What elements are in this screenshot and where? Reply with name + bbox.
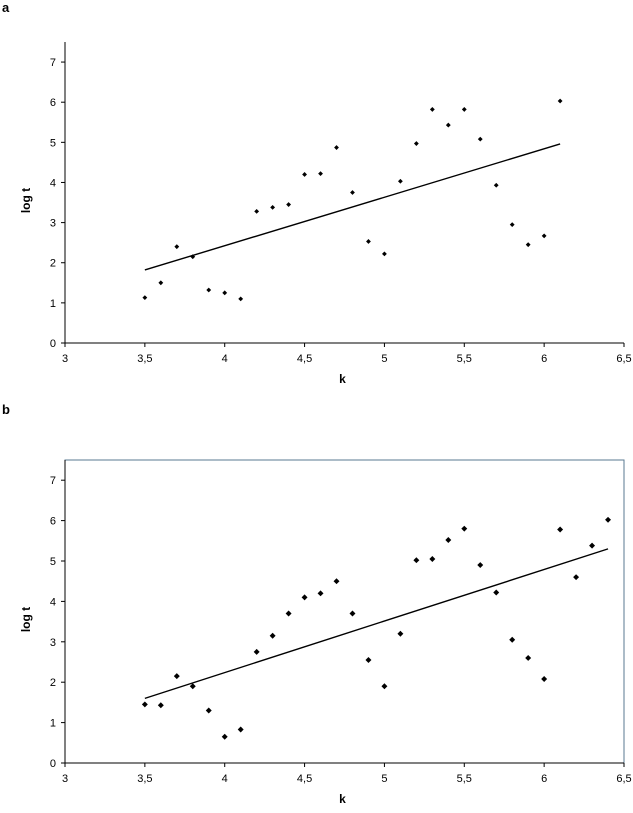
data-point <box>381 683 388 690</box>
data-point <box>397 178 403 184</box>
data-point <box>317 590 324 597</box>
y-tick-label: 3 <box>50 218 56 230</box>
x-tick-label: 4,5 <box>297 353 312 365</box>
data-point <box>589 542 596 549</box>
data-point <box>413 141 419 146</box>
data-point <box>158 280 164 286</box>
y-tick-label: 3 <box>50 637 56 649</box>
data-point <box>445 537 452 543</box>
x-tick-label: 3,5 <box>137 773 152 785</box>
data-point <box>461 107 467 112</box>
plot-area-border <box>64 459 625 764</box>
x-axis-label: k <box>339 372 346 386</box>
y-tick-label: 5 <box>50 556 56 568</box>
data-point <box>349 610 356 617</box>
data-point <box>429 556 436 562</box>
data-point <box>205 707 212 714</box>
panel-label-b: b <box>2 402 10 417</box>
data-point <box>238 296 244 302</box>
y-tick-label: 5 <box>50 137 56 149</box>
x-tick-label: 3,5 <box>137 353 152 365</box>
data-point <box>365 657 372 663</box>
data-point <box>477 136 483 142</box>
x-tick-label: 6 <box>541 773 547 785</box>
x-axis-label: k <box>339 792 346 806</box>
x-tick-label: 5 <box>381 353 387 365</box>
data-point <box>461 525 468 532</box>
data-point <box>413 557 420 564</box>
y-tick-label: 1 <box>50 298 56 310</box>
data-point <box>285 610 292 617</box>
data-point <box>350 190 355 195</box>
data-point <box>174 244 180 250</box>
trend-line <box>144 143 561 271</box>
data-point <box>541 675 548 682</box>
data-point <box>253 648 260 655</box>
y-axis-label: log t <box>19 607 33 632</box>
data-point <box>157 702 164 709</box>
y-tick-label: 6 <box>50 97 56 109</box>
data-point <box>221 733 228 740</box>
x-tick-label: 5,5 <box>457 773 472 785</box>
data-point <box>173 673 180 680</box>
data-point <box>222 290 228 296</box>
y-tick-label: 0 <box>50 758 56 770</box>
x-tick-label: 5 <box>381 773 387 785</box>
y-tick-label: 2 <box>50 677 56 689</box>
data-point <box>573 574 580 581</box>
data-point <box>286 202 292 207</box>
data-point <box>509 636 516 643</box>
data-point <box>509 222 515 228</box>
data-point <box>206 287 212 293</box>
x-tick-label: 4 <box>222 773 228 785</box>
y-tick-label: 2 <box>50 258 56 270</box>
panel-label-a: a <box>2 0 10 15</box>
y-tick-label: 0 <box>50 338 56 350</box>
data-point <box>541 233 547 239</box>
data-point <box>334 145 339 150</box>
y-tick-label: 1 <box>50 718 56 730</box>
data-point <box>525 242 531 248</box>
y-tick-label: 7 <box>50 57 56 69</box>
data-point <box>493 589 500 596</box>
scatter-chart-b: 0 1 2 3 4 5 6 7 3 3,5 4 4,5 5 5,5 6 6,5 k log t <box>19 459 632 806</box>
x-tick-label: 4,5 <box>297 773 312 785</box>
scatter-chart-a: 0 1 2 3 4 5 6 7 3 3,5 4 4,5 5 5,5 6 6,5 k log t <box>19 42 632 386</box>
data-point <box>333 578 340 585</box>
data-point <box>366 239 371 244</box>
y-tick-label: 4 <box>50 177 56 189</box>
x-tick-label: 5,5 <box>457 353 472 365</box>
x-tick-label: 6,5 <box>616 353 631 365</box>
data-point <box>141 701 148 708</box>
data-point <box>397 630 404 637</box>
data-point <box>429 107 435 112</box>
data-point <box>237 726 244 733</box>
data-point <box>382 251 387 257</box>
data-point <box>269 632 276 639</box>
data-point <box>493 182 499 188</box>
x-tick-label: 6 <box>541 353 547 365</box>
data-point <box>142 295 148 301</box>
x-tick-label: 4 <box>222 353 228 365</box>
data-point <box>302 172 307 177</box>
y-axis-label: log t <box>19 188 33 213</box>
data-point <box>477 562 484 569</box>
data-point <box>254 208 260 214</box>
data-point <box>557 526 564 533</box>
x-tick-label: 3 <box>62 353 68 365</box>
data-point <box>270 204 276 210</box>
data-point <box>605 516 611 523</box>
y-tick-label: 6 <box>50 516 56 528</box>
data-point <box>318 171 323 177</box>
data-point <box>557 98 563 104</box>
x-tick-label: 6,5 <box>616 773 631 785</box>
data-point <box>301 594 308 601</box>
x-tick-label: 3 <box>62 773 68 785</box>
y-tick-label: 7 <box>50 475 56 487</box>
y-tick-label: 4 <box>50 596 56 608</box>
data-point <box>445 122 451 128</box>
data-point <box>525 654 532 661</box>
data-point <box>190 254 196 260</box>
trend-line <box>144 548 609 700</box>
